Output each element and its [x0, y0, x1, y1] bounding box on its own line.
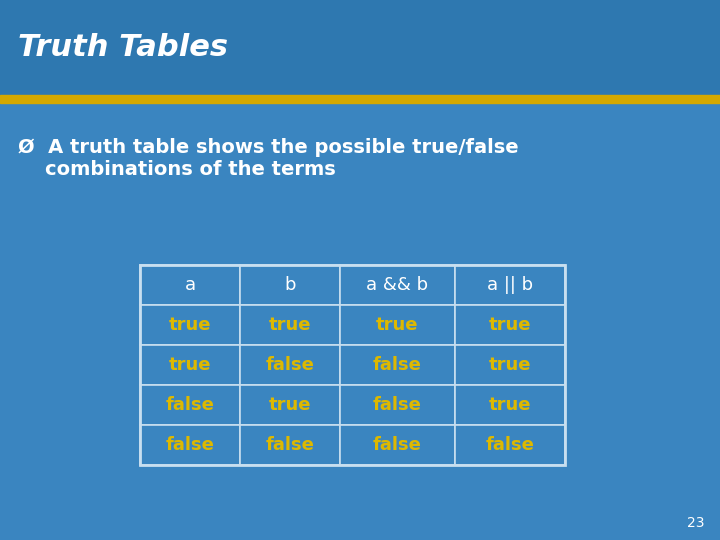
Text: true: true: [489, 316, 531, 334]
Text: true: true: [377, 316, 419, 334]
Bar: [140, 345, 240, 385]
Text: false: false: [266, 356, 315, 374]
Bar: [340, 425, 455, 465]
Bar: [455, 425, 565, 465]
Bar: [240, 425, 340, 465]
Bar: [240, 385, 340, 425]
Text: Ø  A truth table shows the possible true/false: Ø A truth table shows the possible true/…: [18, 138, 518, 157]
Bar: [455, 385, 565, 425]
Bar: [340, 385, 455, 425]
Text: b: b: [284, 276, 296, 294]
Text: false: false: [373, 356, 422, 374]
Text: true: true: [269, 316, 311, 334]
Text: combinations of the terms: combinations of the terms: [18, 160, 336, 179]
Bar: [0, 95, 720, 103]
Bar: [240, 305, 340, 345]
Bar: [340, 265, 455, 305]
Text: Truth Tables: Truth Tables: [18, 33, 228, 62]
Text: false: false: [166, 436, 215, 454]
Bar: [455, 305, 565, 345]
Bar: [140, 265, 565, 465]
Text: false: false: [373, 436, 422, 454]
Bar: [140, 425, 240, 465]
Bar: [0, 0, 720, 95]
Text: false: false: [266, 436, 315, 454]
Text: a || b: a || b: [487, 276, 533, 294]
Text: true: true: [168, 356, 211, 374]
Text: false: false: [166, 396, 215, 414]
Bar: [455, 345, 565, 385]
Text: false: false: [485, 436, 534, 454]
Bar: [340, 305, 455, 345]
Bar: [140, 305, 240, 345]
Bar: [455, 265, 565, 305]
Text: true: true: [168, 316, 211, 334]
Text: 23: 23: [688, 516, 705, 530]
Bar: [340, 345, 455, 385]
Bar: [140, 265, 240, 305]
Text: true: true: [489, 356, 531, 374]
Text: true: true: [489, 396, 531, 414]
Bar: [240, 265, 340, 305]
Bar: [140, 385, 240, 425]
Text: false: false: [373, 396, 422, 414]
Bar: [240, 345, 340, 385]
Text: a && b: a && b: [366, 276, 428, 294]
Text: true: true: [269, 396, 311, 414]
Text: a: a: [184, 276, 196, 294]
